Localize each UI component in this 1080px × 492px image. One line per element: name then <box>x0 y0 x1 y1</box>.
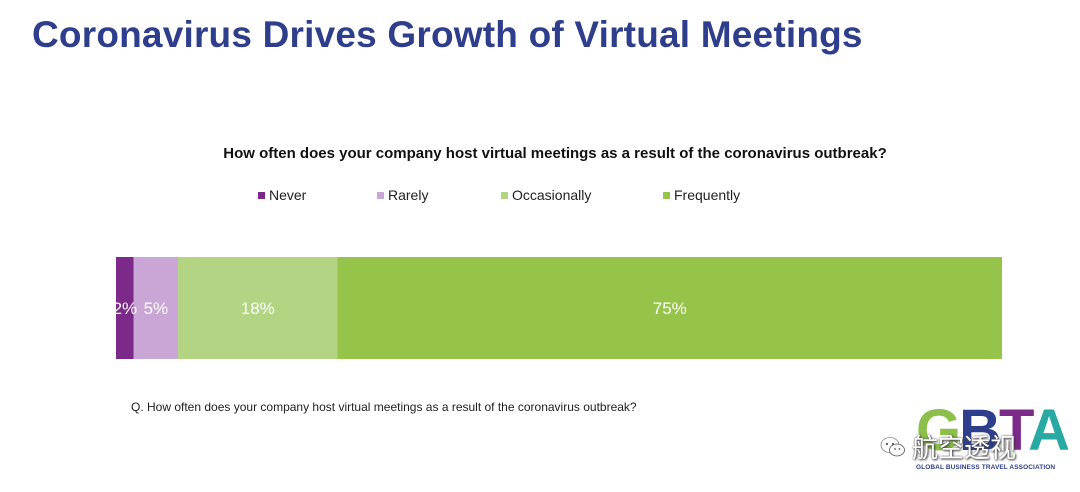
data-label-frequently: 75% <box>653 299 687 318</box>
legend-swatch <box>377 191 384 199</box>
legend-swatch <box>258 191 265 199</box>
page-title: Coronavirus Drives Growth of Virtual Mee… <box>32 14 863 55</box>
data-label-never: 2% <box>116 299 137 318</box>
legend-swatch <box>501 191 508 199</box>
bar-segment-frequently <box>337 257 1002 359</box>
watermark: 航空透视 <box>880 428 1016 465</box>
legend-label: Rarely <box>388 187 429 203</box>
wechat-icon <box>880 436 905 456</box>
gbta-letter: B <box>959 398 1001 463</box>
legend-label: Occasionally <box>512 187 592 203</box>
bar-segment-never <box>116 257 134 359</box>
chart-canvas: 2% 5% 18% 75% <box>116 257 1002 359</box>
stacked-bar-chart: 2% 5% 18% 75% <box>116 257 1002 359</box>
chart-title: How often does your company host virtual… <box>223 145 887 162</box>
legend-label: Never <box>269 187 307 203</box>
footnote: Q. How often does your company host virt… <box>131 400 637 414</box>
gbta-letter: G <box>916 398 961 463</box>
bar-segment-rarely <box>133 257 179 359</box>
legend-swatch <box>663 191 670 199</box>
gbta-logo-letters: GBTA <box>916 402 1070 460</box>
gbta-tagline: GLOBAL BUSINESS TRAVEL ASSOCIATION <box>916 464 1056 471</box>
legend-item-occasionally: Occasionally <box>501 187 591 203</box>
bar-segment-occasionally <box>178 257 338 359</box>
gbta-letter: A <box>1028 398 1070 463</box>
legend-item-frequently: Frequently <box>663 187 740 203</box>
legend-item-never: Never <box>258 187 306 203</box>
data-label-rarely: 5% <box>144 299 169 318</box>
gbta-logo: GBTA GLOBAL BUSINESS TRAVEL ASSOCIATION <box>912 402 1070 486</box>
chart-legend: Never Rarely Occasionally Frequently <box>0 187 1080 207</box>
legend-label: Frequently <box>674 187 741 203</box>
data-label-occasionally: 18% <box>241 299 275 318</box>
gbta-letter: T <box>999 398 1030 463</box>
legend-item-rarely: Rarely <box>377 187 428 203</box>
watermark-text: 航空透视 <box>912 434 1017 464</box>
